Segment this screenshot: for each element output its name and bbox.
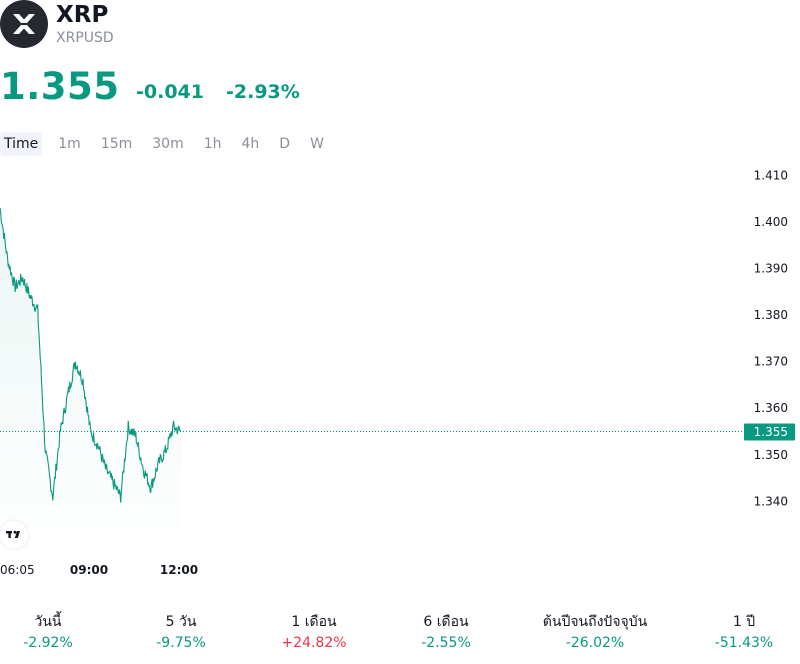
tab-d[interactable]: D bbox=[279, 136, 291, 152]
data-point bbox=[165, 449, 167, 451]
data-point bbox=[112, 482, 114, 484]
data-point bbox=[180, 431, 182, 433]
data-point bbox=[157, 463, 159, 465]
perf-label: ต้นปีจนถึงปัจจุบัน bbox=[542, 614, 648, 630]
data-point bbox=[120, 496, 122, 498]
perf-item-ytd[interactable]: ต้นปีจนถึงปัจจุบัน -26.02% bbox=[525, 612, 665, 653]
y-tick-label: 1.350 bbox=[754, 448, 788, 462]
data-point bbox=[82, 379, 84, 381]
interval-tabs: Time 1m 15m 30m 1h 4h D W bbox=[0, 132, 334, 156]
data-point bbox=[90, 431, 92, 433]
x-tick-label: 09:00 bbox=[70, 563, 108, 577]
xrp-logo-icon bbox=[0, 0, 48, 48]
perf-label: 6 เดือน bbox=[423, 614, 469, 630]
tab-time[interactable]: Time bbox=[0, 132, 43, 156]
perf-item-today[interactable]: วันนี้ -2.92% bbox=[0, 612, 118, 653]
price-area bbox=[0, 208, 181, 528]
perf-value: +24.82% bbox=[281, 635, 347, 651]
data-point bbox=[74, 361, 76, 363]
tab-15m[interactable]: 15m bbox=[100, 136, 133, 152]
data-point bbox=[127, 426, 129, 428]
perf-label: 1 เดือน bbox=[291, 614, 337, 630]
data-point bbox=[52, 496, 54, 498]
tab-30m[interactable]: 30m bbox=[152, 136, 184, 152]
data-point bbox=[150, 486, 152, 488]
data-point bbox=[173, 426, 175, 428]
y-tick-label: 1.340 bbox=[754, 494, 788, 508]
data-point bbox=[105, 468, 107, 470]
data-point bbox=[14, 286, 16, 288]
y-tick-label: 1.400 bbox=[754, 215, 788, 229]
tab-4h[interactable]: 4h bbox=[241, 136, 260, 152]
data-point bbox=[7, 258, 9, 260]
x-tick-label: 12:00 bbox=[160, 563, 198, 577]
perf-value: -2.55% bbox=[421, 635, 471, 651]
data-point bbox=[22, 277, 24, 279]
perf-label: 5 วัน bbox=[165, 614, 197, 630]
perf-value: -2.92% bbox=[23, 635, 73, 651]
x-tick-label: 06:05 bbox=[0, 563, 35, 577]
y-axis: 1.410 1.400 1.390 1.380 1.370 1.360 1.350 1.340 bbox=[754, 168, 788, 508]
perf-label: วันนี้ bbox=[34, 614, 62, 630]
y-tick-label: 1.360 bbox=[754, 401, 788, 415]
perf-value: -51.43% bbox=[714, 635, 774, 651]
symbol-name: XRP bbox=[56, 2, 109, 28]
y-tick-label: 1.370 bbox=[754, 355, 788, 369]
perf-label: 1 ปี bbox=[732, 614, 756, 630]
price-change: -0.041 bbox=[136, 81, 204, 103]
price-chart[interactable]: 1.410 1.400 1.390 1.380 1.370 1.360 1.350 1.340… bbox=[0, 156, 800, 596]
perf-item-5d[interactable]: 5 วัน -9.75% bbox=[111, 612, 251, 653]
data-point bbox=[37, 309, 39, 311]
tradingview-logo-icon[interactable] bbox=[0, 521, 28, 549]
data-point bbox=[29, 295, 31, 297]
y-tick-label: 1.390 bbox=[754, 261, 788, 275]
current-price-label: 1.355 bbox=[754, 425, 788, 439]
last-price: 1.355 bbox=[0, 65, 120, 108]
price-change-percent: -2.93% bbox=[226, 81, 300, 103]
tab-1m[interactable]: 1m bbox=[58, 136, 81, 152]
perf-value: -9.75% bbox=[156, 635, 206, 651]
data-point bbox=[142, 468, 144, 470]
symbol-ticker: XRPUSD bbox=[56, 30, 114, 46]
perf-item-1m[interactable]: 1 เดือน +24.82% bbox=[244, 612, 384, 653]
price-line bbox=[0, 207, 182, 503]
current-price-badge: 1.355 bbox=[744, 423, 795, 441]
y-tick-label: 1.380 bbox=[754, 308, 788, 322]
tab-w[interactable]: W bbox=[310, 136, 324, 152]
x-axis: 06:05 09:00 12:00 bbox=[0, 563, 198, 577]
tab-1h[interactable]: 1h bbox=[203, 136, 222, 152]
data-point bbox=[0, 207, 1, 209]
perf-item-6m[interactable]: 6 เดือน -2.55% bbox=[376, 612, 516, 653]
data-point bbox=[67, 393, 69, 395]
performance-bar: วันนี้ -2.92% 5 วัน -9.75% 1 เดือน +24.8… bbox=[0, 612, 800, 664]
data-point bbox=[135, 435, 137, 437]
data-point bbox=[44, 449, 46, 451]
perf-value: -26.02% bbox=[565, 635, 625, 651]
data-point bbox=[59, 431, 61, 433]
y-tick-label: 1.410 bbox=[754, 168, 788, 182]
perf-item-1y[interactable]: 1 ปี -51.43% bbox=[674, 612, 800, 653]
data-point bbox=[97, 445, 99, 447]
